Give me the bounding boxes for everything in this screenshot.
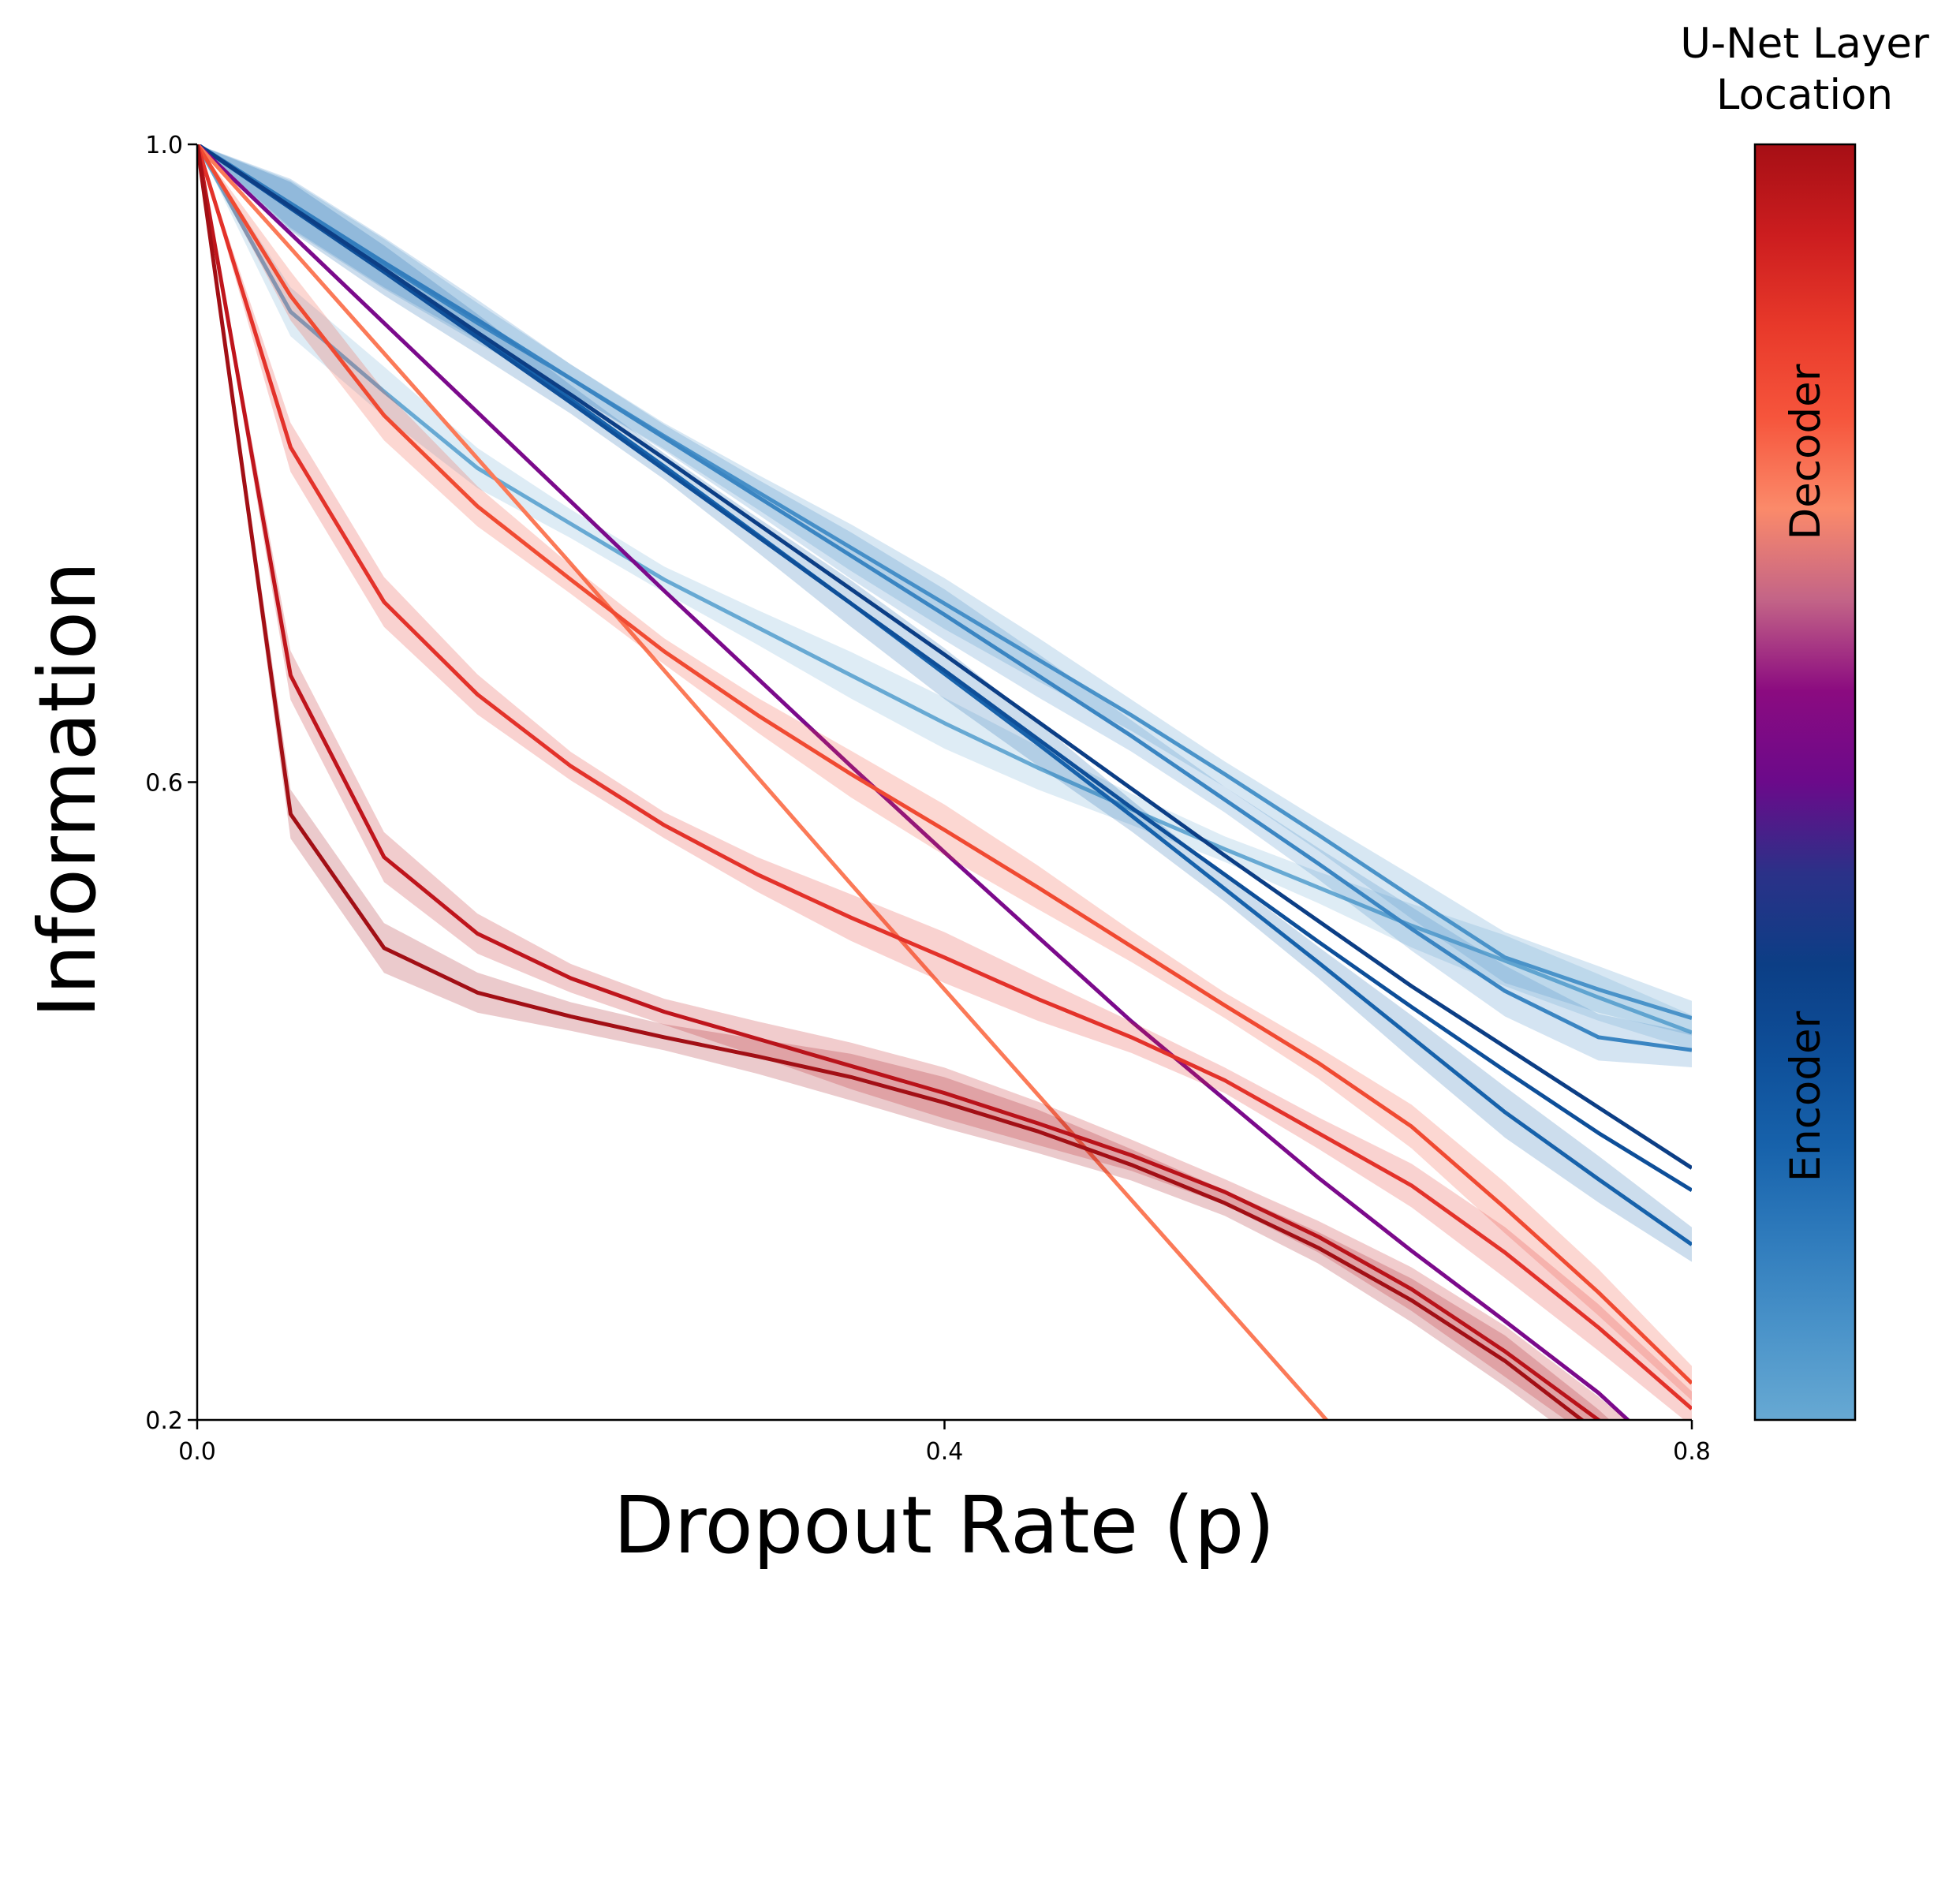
series-2-line bbox=[197, 144, 1692, 1052]
series-5-line bbox=[197, 144, 1692, 1170]
series-11-line bbox=[197, 144, 1585, 1420]
colorbar-label-decoder: Decoder bbox=[1782, 364, 1830, 540]
x-tick-label-0: 0.0 bbox=[178, 1438, 216, 1466]
series-1-line bbox=[197, 144, 1692, 1020]
series-9-band bbox=[197, 144, 1692, 1420]
colorbar: U-Net Layer Location Decoder Encoder bbox=[1680, 20, 1929, 1422]
series-1-band bbox=[197, 144, 1692, 1036]
series-0-band bbox=[197, 144, 1692, 1050]
series-4-line bbox=[197, 144, 1692, 1193]
y-tick-label-0: 0.2 bbox=[145, 1407, 183, 1435]
plot-area: 0.0 0.4 0.8 0.2 0.6 1.0 bbox=[145, 132, 1711, 1466]
series-2-band bbox=[197, 144, 1692, 1067]
colorbar-label-encoder: Encoder bbox=[1782, 1011, 1830, 1182]
series-layer bbox=[197, 144, 1692, 1420]
x-tick-label-1: 0.4 bbox=[926, 1438, 964, 1466]
ticks-layer: 0.0 0.4 0.8 0.2 0.6 1.0 bbox=[145, 132, 1711, 1466]
y-tick-label-2: 1.0 bbox=[145, 132, 183, 159]
colorbar-title-line-1: U-Net Layer bbox=[1680, 20, 1929, 68]
colorbar-title-line-2: Location bbox=[1716, 71, 1893, 119]
x-tick-label-2: 0.8 bbox=[1673, 1438, 1711, 1466]
series-3-band bbox=[197, 144, 1692, 1262]
series-9-line bbox=[197, 144, 1692, 1410]
series-7-line bbox=[197, 144, 1329, 1420]
series-6-line bbox=[197, 144, 1631, 1420]
y-tick-label-1: 0.6 bbox=[145, 770, 183, 798]
x-axis-title: Dropout Rate (p) bbox=[614, 1479, 1275, 1571]
colorbar-gradient bbox=[1753, 143, 1857, 1422]
series-0-line bbox=[197, 144, 1692, 1035]
y-axis-title: Information bbox=[21, 562, 114, 1018]
series-10-line bbox=[197, 144, 1602, 1420]
series-8-line bbox=[197, 144, 1692, 1385]
